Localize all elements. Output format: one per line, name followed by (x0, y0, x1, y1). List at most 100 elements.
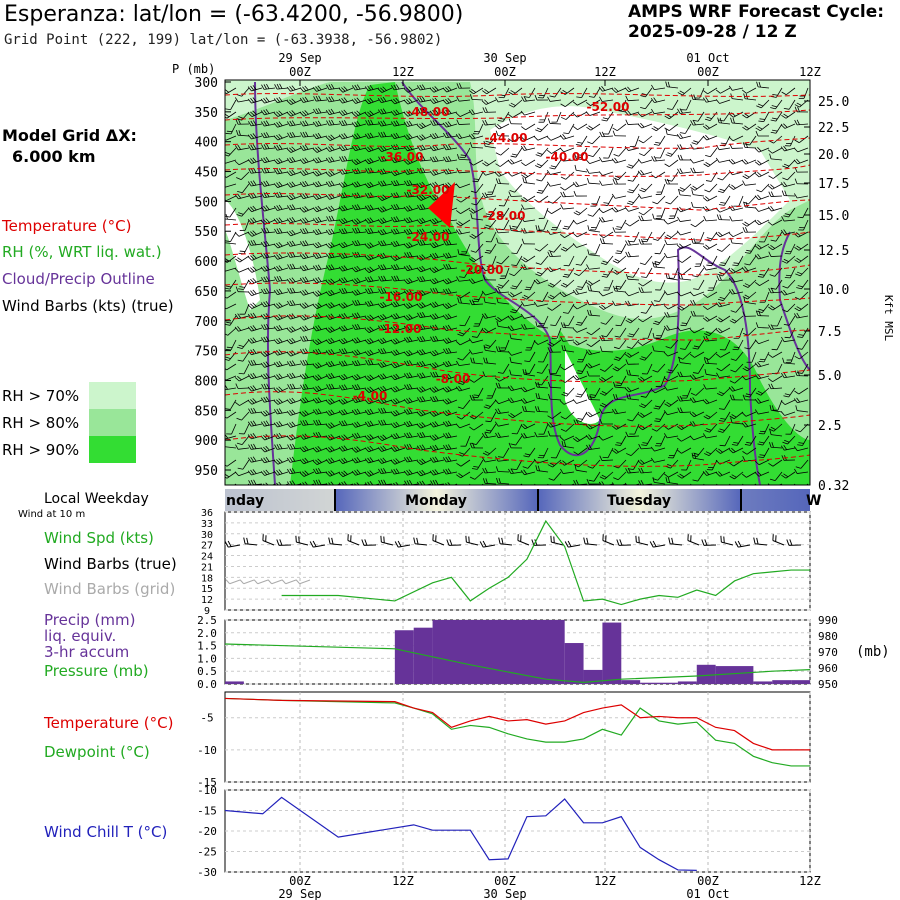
wind-barb (536, 363, 549, 374)
wind-speed-tick: 12 (201, 595, 213, 606)
wind-barb (236, 339, 250, 350)
wind-barb (429, 469, 445, 476)
wind-barb (430, 335, 445, 342)
wind-barb (575, 387, 588, 398)
wind-barb (468, 278, 484, 284)
wind-barb (573, 447, 588, 455)
pressure-tick-right: 960 (818, 662, 838, 675)
wind-barb (234, 144, 250, 151)
wind-barb (390, 216, 406, 223)
wind-barb (286, 372, 302, 379)
wind-barb (225, 213, 237, 221)
rh-legend: RH (%, WRT liq. wat.) (2, 243, 162, 261)
wind-barb (507, 351, 523, 356)
wind-barb (572, 327, 588, 333)
wind-barb (561, 345, 575, 353)
wind-barb (495, 382, 510, 389)
wind-barb (364, 97, 380, 105)
wind-barb (390, 109, 406, 116)
wind-barb (471, 459, 484, 470)
wind-barb (459, 315, 471, 327)
wind-barb (390, 398, 406, 405)
wind-barb (378, 275, 393, 282)
wind-barb (338, 109, 354, 116)
wind-barb (261, 227, 276, 234)
wind-barb (247, 302, 263, 309)
wind-barb (494, 123, 510, 130)
wind-barb (429, 277, 445, 285)
wind-barb (573, 190, 588, 197)
wind-barb (574, 164, 588, 173)
wind-barb (325, 156, 341, 163)
pressure-tick: 300 (195, 76, 218, 91)
wind-barb (456, 207, 471, 214)
wind-barb (469, 394, 484, 401)
wind-barb (522, 368, 536, 377)
wind-barb (247, 157, 263, 164)
wind-barb (521, 238, 536, 245)
wind-chill-panel: -10 -15 -20 -25 -30 (197, 784, 811, 879)
wind-barb (351, 265, 367, 273)
wind-barb (509, 267, 523, 277)
wind-barb (299, 302, 315, 309)
wind-barb (482, 467, 497, 474)
wind-barb (247, 325, 263, 332)
wind-barb (442, 97, 458, 105)
wind-barb (351, 349, 367, 356)
wind-barb (312, 338, 328, 345)
wind-barb (442, 313, 458, 320)
temperature-tick: -10 (197, 744, 217, 757)
wind-barb (586, 264, 601, 270)
wind-barb (377, 240, 393, 247)
wind-barb (416, 410, 432, 417)
wind-barb (325, 360, 341, 368)
wind-barb (524, 87, 536, 98)
wind-barb (546, 135, 562, 141)
wind-barb (390, 290, 406, 297)
wind-barb (325, 134, 341, 141)
wind-barb (550, 219, 562, 231)
wind-barb (587, 285, 601, 293)
wind-barb (483, 399, 497, 409)
temperature-contour-label: -4.00 (353, 389, 388, 403)
wind-barb (403, 336, 419, 343)
wind-barb (538, 423, 549, 435)
wind-barb (286, 229, 302, 237)
wind-barb (470, 213, 484, 221)
wind-barb (560, 156, 575, 162)
wind-barb (495, 432, 510, 438)
wind-barb (587, 177, 601, 185)
wind-barb (274, 228, 289, 235)
precip-bar (602, 622, 622, 684)
page-title: Esperanza: lat/lon = (-63.4200, -56.9800… (4, 2, 464, 27)
wind-barb (429, 421, 445, 428)
wind-barb (563, 255, 575, 267)
wind-barb (429, 266, 445, 273)
wind-barb (473, 315, 484, 327)
wind-barb (508, 411, 523, 419)
wind-barb (590, 219, 601, 231)
wind-barb (468, 267, 484, 274)
wind-barb (587, 249, 601, 257)
wind-barb (456, 153, 471, 161)
wind-barb (416, 469, 432, 477)
wind-barb (377, 108, 393, 115)
pressure-tick-right: 950 (818, 678, 838, 691)
wind-barb (586, 279, 601, 286)
wind-barb (338, 313, 354, 320)
weekday-wednesday: W (806, 493, 821, 509)
wind-barb (247, 456, 263, 463)
wind-barb (403, 420, 419, 427)
wind-barb (430, 119, 445, 126)
wind-barb (351, 218, 367, 225)
wind-barb (234, 231, 250, 237)
wind-barb (560, 191, 575, 198)
wind-barb (508, 99, 523, 108)
wind-barb (520, 432, 536, 439)
wind-barb (507, 325, 523, 331)
wind-barb (325, 398, 341, 405)
wind-barb (391, 180, 406, 187)
wind-barb (287, 383, 302, 390)
wind-barb (273, 360, 289, 368)
wind-barb (522, 405, 536, 413)
